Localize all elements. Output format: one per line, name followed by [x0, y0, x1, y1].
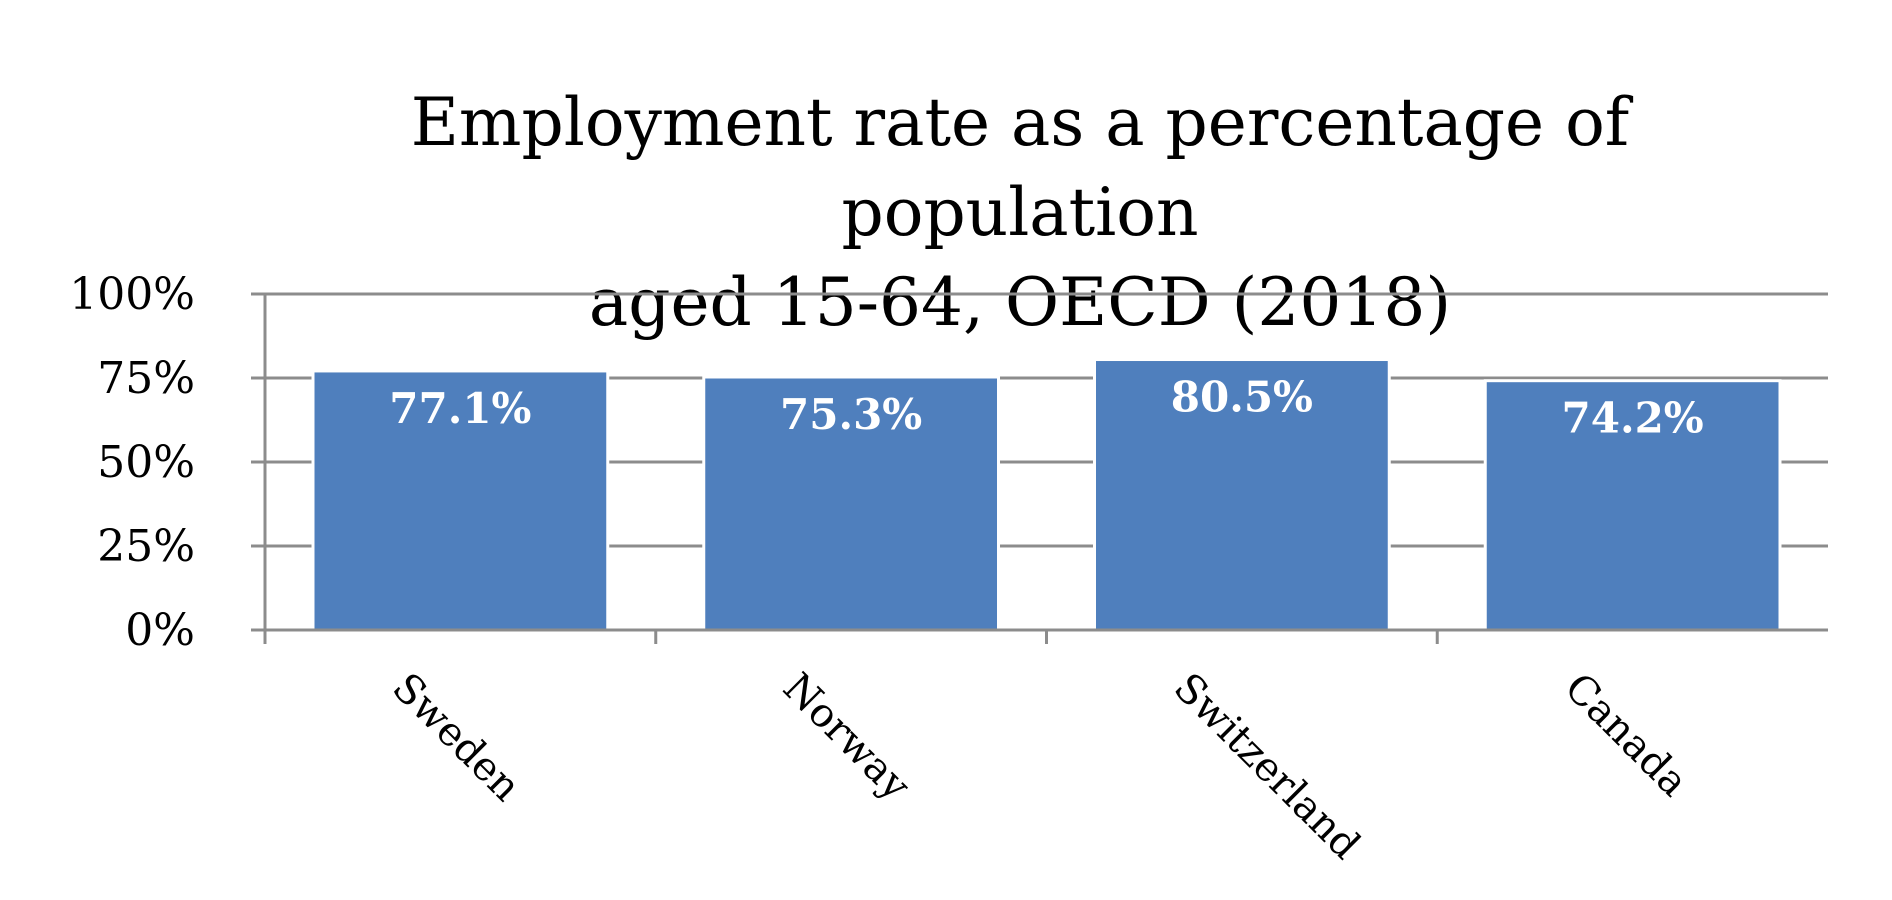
chart-title-line-2: aged 15-64, OECD (2018): [588, 264, 1452, 341]
y-tick-label: 50%: [97, 437, 195, 488]
y-tick-label: 0%: [125, 605, 195, 656]
y-tick-label: 25%: [97, 521, 195, 572]
bar: [1483, 379, 1782, 632]
chart-title: Employment rate as a percentage of popul…: [230, 78, 1810, 348]
y-tick-label: 75%: [97, 353, 195, 404]
x-tick-label: Switzerland: [1165, 665, 1369, 869]
data-label: 80.5%: [1171, 373, 1313, 422]
data-label: 77.1%: [389, 384, 531, 433]
bar: [702, 375, 1000, 632]
x-tick-label: Norway: [774, 665, 919, 810]
data-label: 74.2%: [1562, 394, 1704, 443]
chart-title-line-1: Employment rate as a percentage of popul…: [410, 84, 1630, 251]
x-tick-label: Canada: [1556, 665, 1697, 806]
data-label: 75.3%: [780, 390, 922, 439]
y-tick-label: 100%: [69, 269, 195, 320]
x-tick-label: Sweden: [383, 665, 529, 811]
bar: [311, 369, 610, 632]
bar: [1093, 358, 1391, 632]
